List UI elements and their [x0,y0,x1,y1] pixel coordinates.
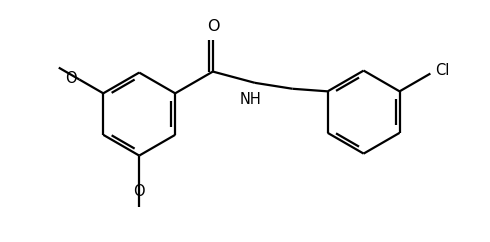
Text: O: O [208,19,220,34]
Text: O: O [65,71,76,86]
Text: Cl: Cl [435,63,450,78]
Text: O: O [133,184,145,199]
Text: NH: NH [240,92,262,107]
